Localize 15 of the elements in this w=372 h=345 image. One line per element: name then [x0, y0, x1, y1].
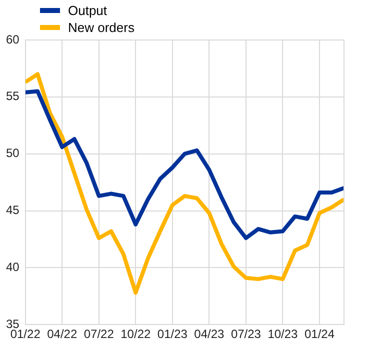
y-tick-label: 40	[6, 260, 20, 274]
x-tick-label: 10/23	[268, 327, 298, 342]
x-tick-label: 10/22	[120, 327, 151, 342]
x-tick-label: 01/23	[157, 327, 188, 342]
x-tick-label: 07/23	[230, 327, 262, 342]
legend-label: Output	[68, 3, 108, 18]
legend-label: New orders	[68, 20, 134, 35]
x-tick-label: 04/22	[47, 327, 78, 342]
x-tick-label: 04/23	[194, 327, 225, 342]
y-tick-label: 55	[6, 89, 20, 104]
x-tick-label: 01/24	[304, 327, 335, 342]
y-tick-label: 50	[6, 146, 20, 160]
y-tick-label: 60	[6, 32, 20, 46]
x-tick-label: 07/22	[84, 327, 114, 342]
y-tick-label: 45	[6, 203, 20, 218]
